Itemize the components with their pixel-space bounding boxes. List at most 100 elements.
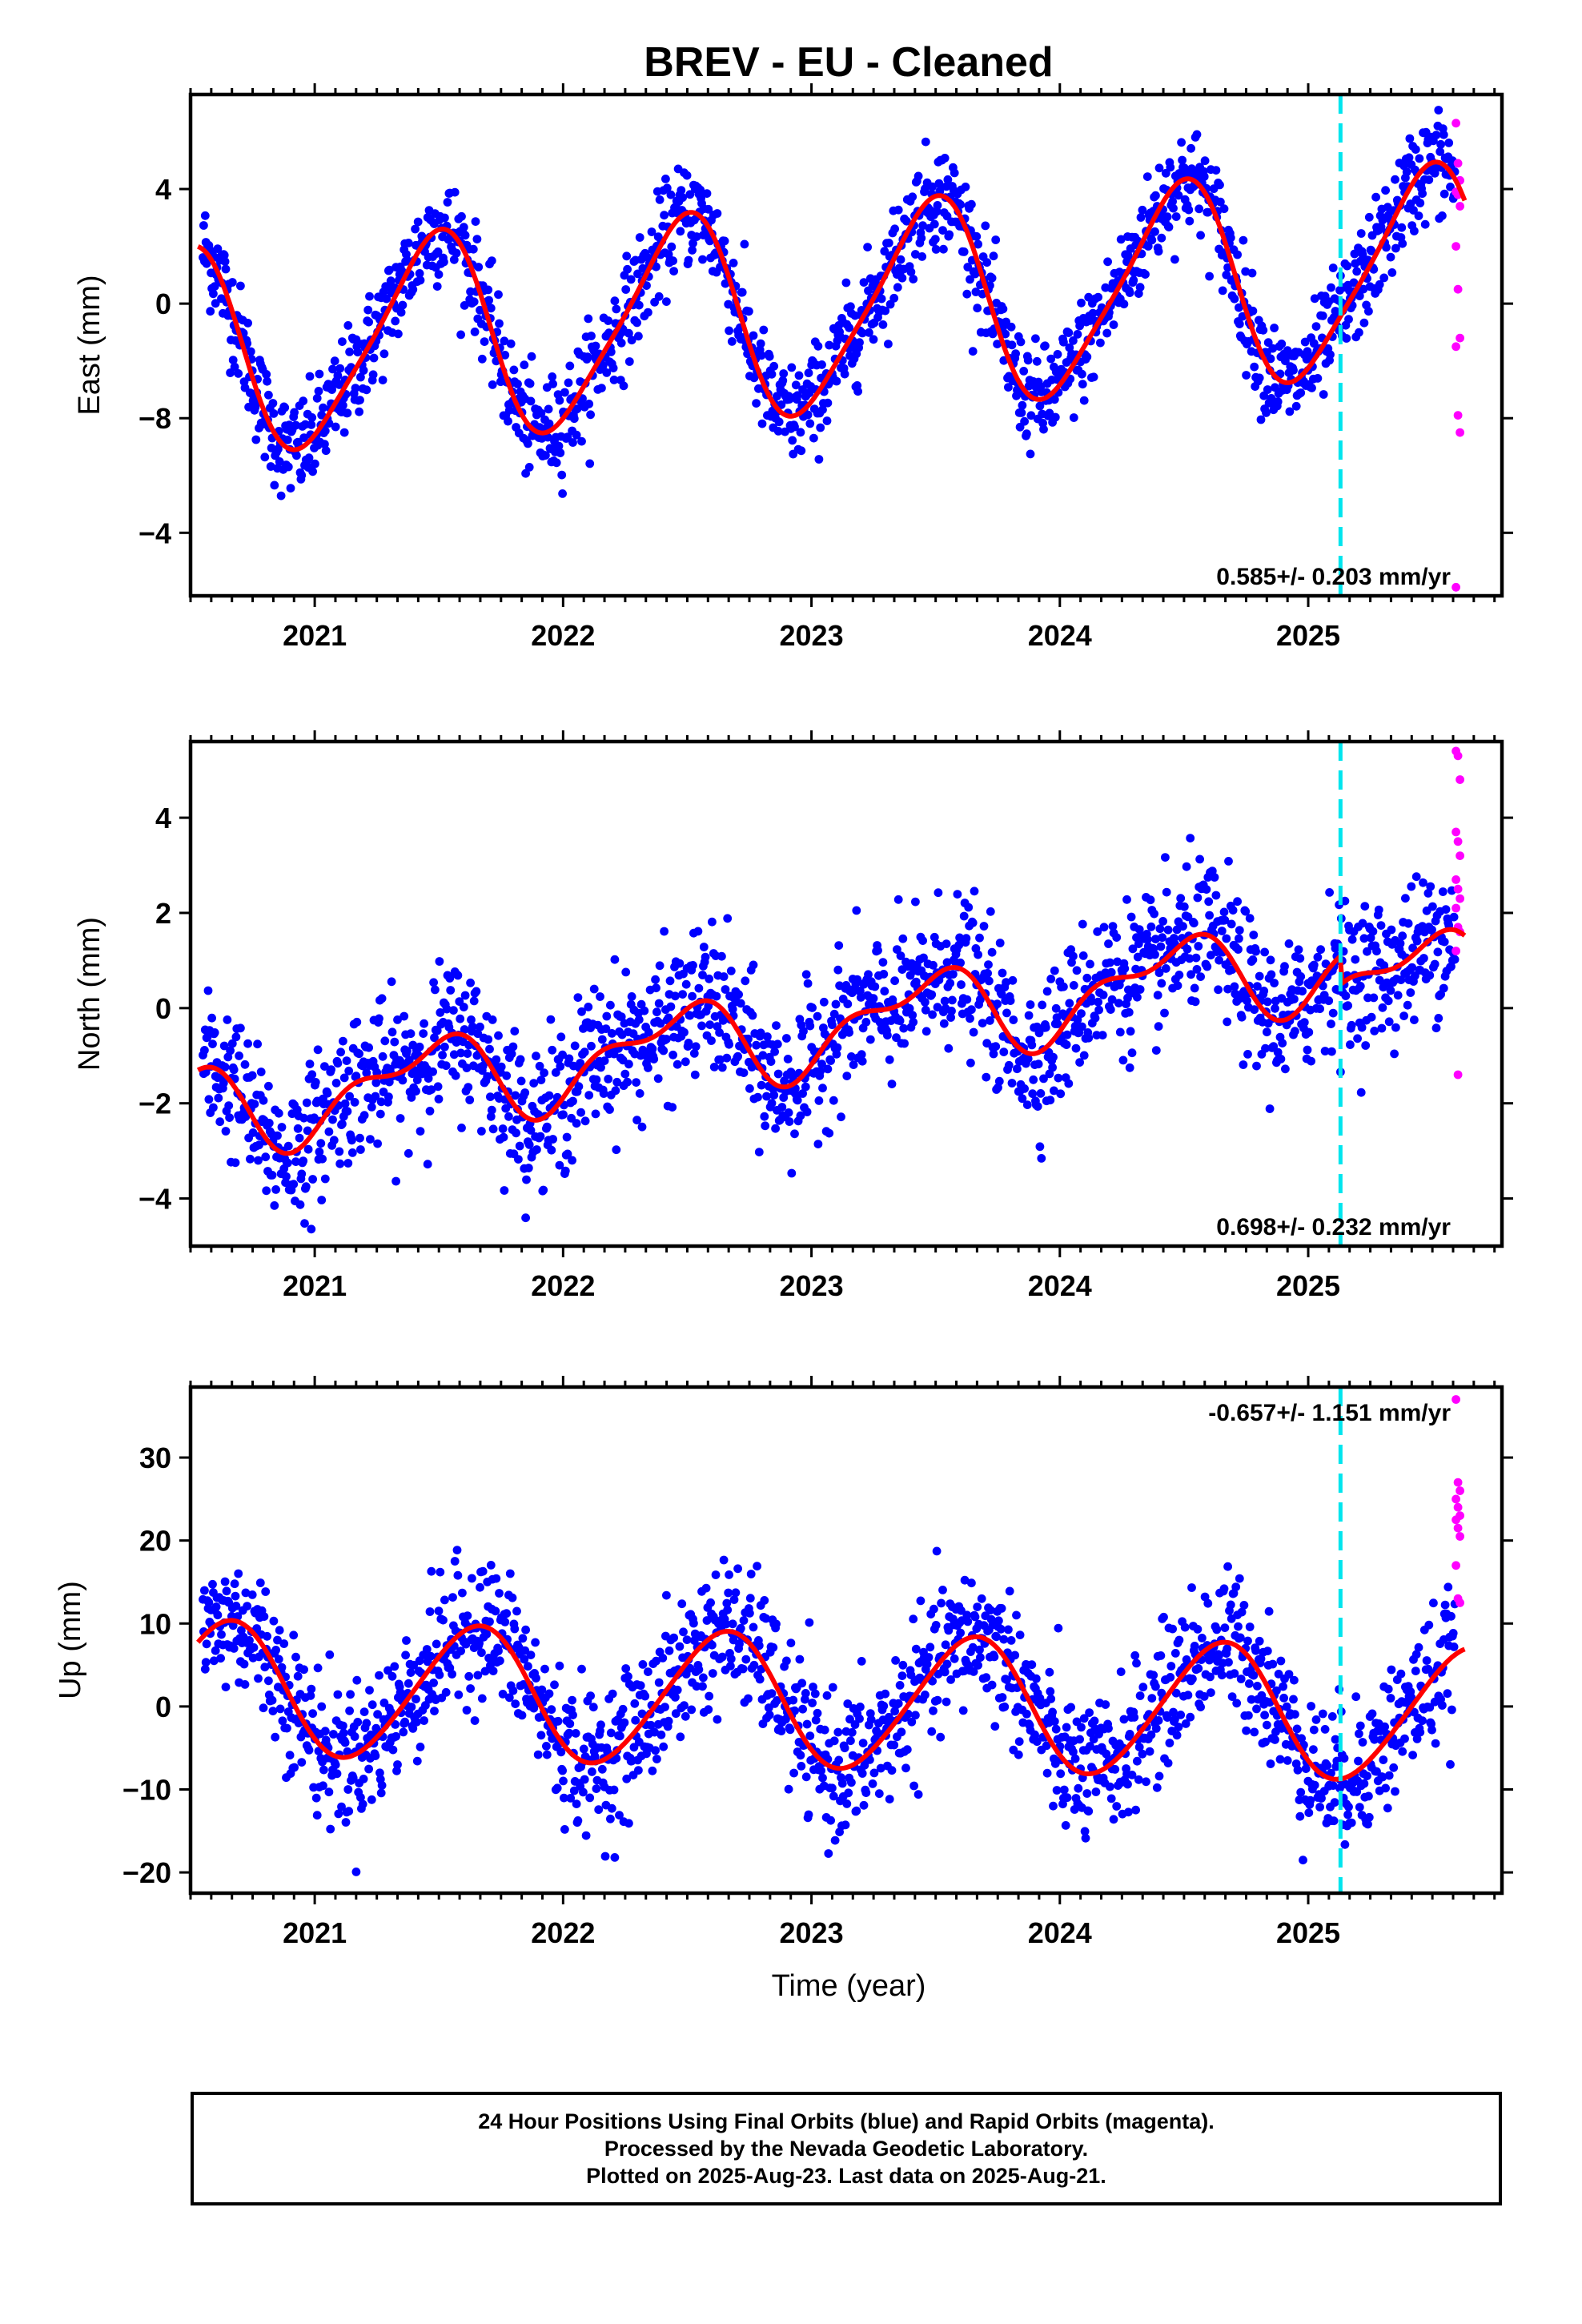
north-final-point xyxy=(1036,1089,1046,1098)
north-final-point xyxy=(1128,944,1138,954)
east-final-point xyxy=(308,467,317,476)
north-final-point xyxy=(460,1025,469,1034)
up-final-point xyxy=(975,1645,984,1655)
north-final-point xyxy=(533,1110,543,1119)
up-final-point xyxy=(790,1706,799,1715)
east-final-point xyxy=(889,293,899,303)
north-final-point xyxy=(316,1139,326,1148)
north-final-point xyxy=(1341,991,1351,1000)
north-final-point xyxy=(1018,1094,1027,1104)
east-final-point xyxy=(1404,153,1414,163)
north-final-point xyxy=(1224,857,1233,866)
north-final-point xyxy=(818,1084,827,1093)
north-final-point xyxy=(283,1141,293,1151)
north-final-point xyxy=(688,991,697,1001)
north-final-point xyxy=(1450,955,1460,964)
north-final-point xyxy=(1431,1023,1441,1033)
up-final-point xyxy=(669,1633,678,1642)
up-final-point xyxy=(911,1644,921,1654)
up-final-point xyxy=(255,1578,265,1587)
east-final-point xyxy=(878,320,888,329)
east-final-point xyxy=(1291,401,1301,411)
up-final-point xyxy=(897,1727,906,1737)
north-final-point xyxy=(1241,907,1251,916)
north-final-point xyxy=(492,1055,501,1064)
north-final-point xyxy=(1142,935,1152,944)
north-final-point xyxy=(522,1175,531,1184)
up-final-point xyxy=(229,1644,239,1653)
north-final-point xyxy=(1163,925,1173,935)
north-final-point xyxy=(1106,958,1114,967)
north-final-point xyxy=(524,1164,533,1172)
east-final-point xyxy=(720,236,729,246)
east-final-point xyxy=(818,405,827,414)
north-final-point xyxy=(1158,917,1167,926)
north-final-point xyxy=(302,1098,311,1108)
north-final-point xyxy=(823,1064,833,1074)
north-final-point xyxy=(1430,959,1439,969)
east-final-point xyxy=(1378,215,1387,225)
up-final-point xyxy=(466,1684,475,1693)
north-final-point xyxy=(323,1088,332,1098)
north-final-point xyxy=(660,927,669,936)
north-final-point xyxy=(723,914,733,923)
east-final-point xyxy=(480,337,489,346)
up-final-point xyxy=(364,1764,373,1774)
north-final-point xyxy=(1239,1060,1248,1069)
up-final-point xyxy=(857,1769,867,1778)
north-final-point xyxy=(551,1068,560,1077)
east-final-point xyxy=(1124,251,1133,260)
east-rapid-point xyxy=(1452,119,1460,128)
north-final-point xyxy=(359,1111,369,1120)
north-final-point xyxy=(1079,1051,1089,1060)
east-final-point xyxy=(1205,271,1214,281)
north-x-tick-label: 2025 xyxy=(1276,1269,1340,1302)
north-final-point xyxy=(449,1050,459,1059)
east-final-point xyxy=(602,368,612,377)
north-final-point xyxy=(1294,945,1303,955)
up-final-point xyxy=(492,1574,501,1583)
north-final-point xyxy=(1113,957,1122,967)
up-final-point xyxy=(498,1690,508,1699)
east-rapid-point xyxy=(1453,284,1463,294)
up-final-point xyxy=(348,1773,358,1783)
east-final-point xyxy=(500,351,510,360)
up-final-point xyxy=(936,1732,946,1742)
north-final-point xyxy=(1029,1075,1038,1084)
up-final-point xyxy=(1116,1667,1126,1677)
east-final-point xyxy=(1309,339,1319,348)
up-final-point xyxy=(749,1622,758,1632)
up-final-point xyxy=(512,1606,521,1616)
up-final-point xyxy=(932,1546,942,1556)
up-final-point xyxy=(204,1598,214,1607)
north-final-point xyxy=(568,1156,576,1165)
north-final-point xyxy=(845,1027,853,1037)
up-final-point xyxy=(536,1731,546,1740)
up-final-point xyxy=(1054,1623,1063,1633)
north-final-point xyxy=(299,1113,308,1123)
north-final-point xyxy=(1375,975,1384,985)
up-final-point xyxy=(968,1642,978,1652)
up-final-point xyxy=(1110,1765,1120,1774)
up-final-point xyxy=(977,1594,986,1603)
east-final-point xyxy=(846,302,855,312)
north-final-point xyxy=(1419,878,1427,887)
north-final-point xyxy=(652,1007,661,1017)
north-final-point xyxy=(656,1019,665,1028)
east-final-point xyxy=(809,433,818,443)
north-final-point xyxy=(460,991,470,1000)
north-final-point xyxy=(544,1091,554,1100)
up-final-point xyxy=(646,1720,656,1730)
up-final-point xyxy=(987,1680,997,1690)
up-final-point xyxy=(726,1662,735,1671)
north-final-point xyxy=(773,1039,782,1049)
up-final-point xyxy=(956,1628,965,1638)
up-final-point xyxy=(857,1657,866,1666)
east-final-point xyxy=(1438,211,1447,220)
up-final-point xyxy=(521,1625,530,1634)
east-final-point xyxy=(1281,356,1290,366)
north-final-point xyxy=(680,1027,689,1037)
up-final-point xyxy=(211,1602,221,1611)
north-final-point xyxy=(662,1035,671,1043)
